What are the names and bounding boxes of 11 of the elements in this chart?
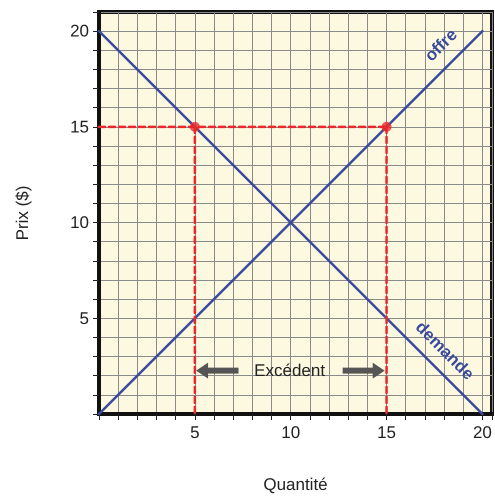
x-tick-label: 10 <box>281 423 300 442</box>
y-axis-title: Prix ($) <box>13 186 32 240</box>
y-tick-label: 15 <box>70 117 89 136</box>
y-tick-label: 20 <box>70 22 89 41</box>
annotation: Excédent <box>254 361 326 380</box>
x-tick-label: 15 <box>377 423 396 442</box>
x-tick-label: 20 <box>472 423 492 442</box>
y-tick-label: 10 <box>70 213 89 232</box>
x-axis-title: Quantité <box>263 475 328 494</box>
y-tick-label: 5 <box>80 308 89 328</box>
x-tick-label: 5 <box>190 423 200 442</box>
